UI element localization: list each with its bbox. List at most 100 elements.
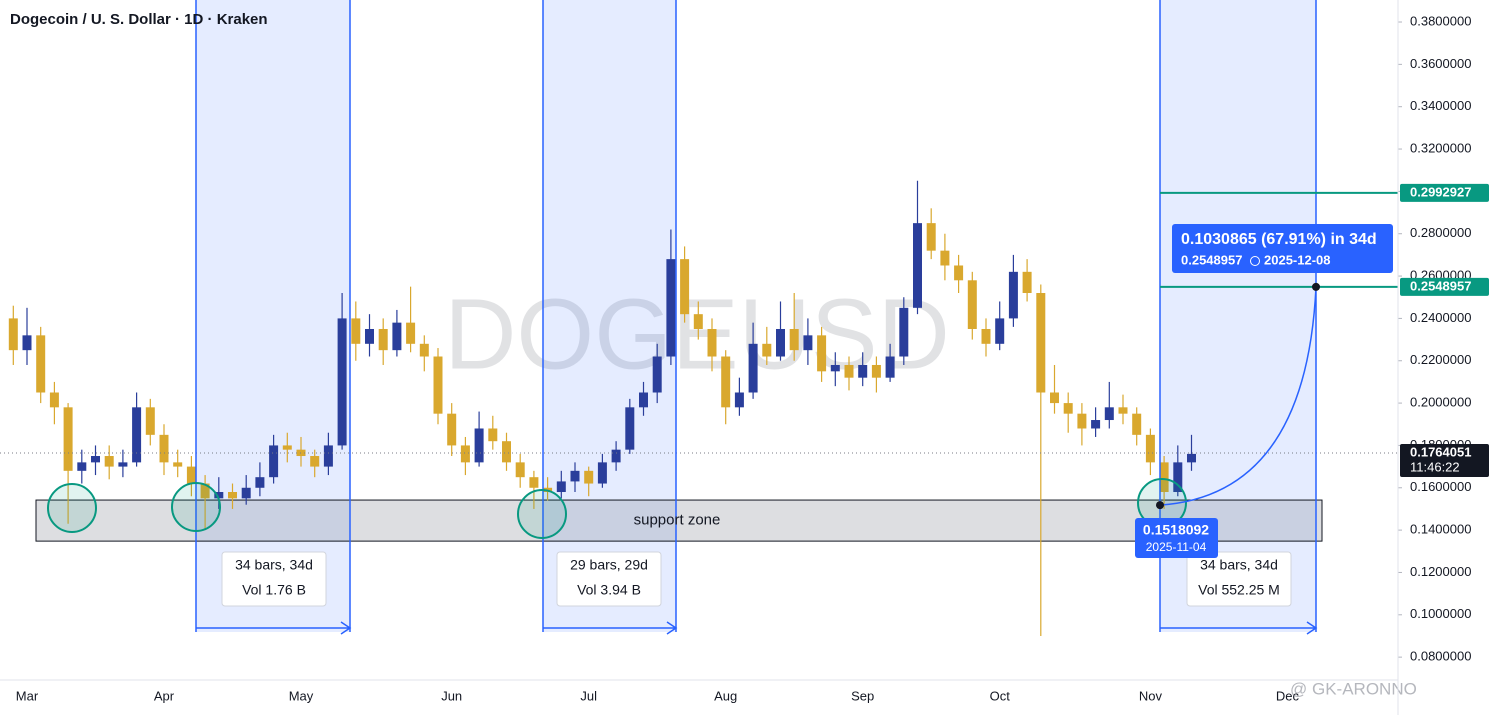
y-tick-label: 0.3200000	[1410, 140, 1471, 155]
candle-body	[269, 445, 279, 478]
candle-body	[8, 318, 18, 351]
projection-target-date: 2025-12-08	[1264, 252, 1331, 267]
price-tag-label: 0.2548957	[1410, 278, 1471, 293]
candle-body	[1187, 453, 1196, 463]
y-tick-label: 0.3800000	[1410, 13, 1471, 28]
chart-title: Dogecoin / U. S. Dollar · 1D · Kraken	[10, 11, 268, 28]
candle-body	[597, 462, 607, 484]
candle-body	[419, 343, 429, 357]
date-range-bars: 29 bars, 29d	[570, 557, 648, 573]
date-range-volume: Vol 1.76 B	[242, 582, 306, 598]
candle-body	[693, 314, 703, 329]
candle-body	[830, 364, 840, 372]
candle-body	[940, 250, 950, 266]
candle-body	[406, 322, 416, 344]
date-range-arrow	[543, 621, 678, 635]
candle-body	[63, 407, 73, 471]
x-tick-label: Apr	[154, 688, 175, 703]
candle-body	[447, 413, 457, 446]
last-price-tag	[1400, 444, 1489, 478]
candle-body	[145, 407, 155, 435]
candle-body	[1159, 462, 1169, 493]
x-tick-label: Aug	[714, 688, 737, 703]
candle-body	[337, 318, 347, 446]
candle-body	[734, 392, 744, 408]
projection-target: 0.2548957	[1181, 252, 1242, 267]
candle-body	[474, 428, 484, 463]
candle-body	[488, 428, 498, 442]
candle-body	[132, 407, 142, 463]
candle-body	[1022, 271, 1032, 294]
date-range-arrow	[196, 621, 352, 635]
price-tag-label: 0.2992927	[1410, 184, 1471, 199]
candle-body	[858, 364, 868, 378]
candle-body	[282, 445, 292, 450]
candle-body	[899, 307, 909, 357]
x-tick-label: Jul	[580, 688, 597, 703]
projection-headline: 0.1030865 (67.91%) in 34d	[1181, 231, 1377, 248]
candle-body	[748, 343, 758, 393]
projection-start-date: 2025-11-04	[1146, 540, 1207, 554]
touch-highlight	[47, 483, 97, 533]
candle-body	[1050, 392, 1059, 404]
projection-curve	[1159, 286, 1317, 506]
projection-start-label: 0.1518092	[1143, 522, 1209, 538]
x-tick-label: Sep	[851, 688, 874, 703]
y-tick-label: 0.1600000	[1410, 479, 1471, 494]
candle-body	[885, 356, 895, 378]
candle-body	[995, 318, 1005, 344]
candle-body	[529, 477, 539, 488]
candle-body	[460, 445, 470, 463]
candle-body	[871, 364, 881, 378]
candle-body	[200, 483, 210, 499]
candle-body	[22, 335, 32, 351]
candle-body	[584, 470, 594, 484]
touch-highlight	[517, 489, 567, 539]
candle-body	[159, 434, 169, 463]
date-range-label-box	[1186, 551, 1292, 607]
candle-body	[173, 462, 183, 467]
candle-body	[186, 466, 196, 484]
y-tick-label: 0.1400000	[1410, 522, 1471, 537]
date-range-volume: Vol 552.25 M	[1198, 582, 1280, 598]
date-range	[196, 0, 350, 632]
candle-body	[981, 328, 991, 344]
projection-start-box	[1135, 518, 1218, 558]
candle-body	[1104, 407, 1114, 421]
candle-body	[762, 343, 772, 357]
candle-body	[310, 456, 320, 467]
candle-body	[803, 335, 813, 351]
candle-body	[1008, 271, 1018, 319]
candle-body	[570, 470, 580, 482]
candle-body	[913, 223, 922, 308]
overlay-layer: 34 bars, 34d Vol 1.76 B 29 bars, 29d Vol 3.…	[47, 0, 1489, 698]
support-zone	[35, 499, 1323, 542]
candle-body	[365, 328, 374, 344]
candle-body	[118, 462, 128, 467]
projection-start	[1156, 501, 1164, 510]
last-price-label: 0.1764051	[1410, 444, 1471, 459]
candle-body	[789, 328, 799, 351]
x-tick-label: Dec	[1276, 688, 1300, 703]
clock-icon	[1250, 256, 1260, 266]
candle-body	[433, 356, 443, 414]
y-tick-label: 0.2000000	[1410, 395, 1471, 410]
date-range-bars: 34 bars, 34d	[1200, 557, 1278, 573]
candle-body	[1118, 407, 1128, 414]
candle-body	[625, 407, 635, 450]
candle-body	[967, 280, 977, 329]
candle-body	[639, 392, 648, 408]
candle-body	[502, 441, 511, 463]
x-tick-label: Jun	[441, 688, 462, 703]
date-range	[543, 0, 676, 632]
y-tick-label: 0.2400000	[1410, 310, 1471, 325]
touch-highlight	[171, 482, 221, 532]
x-tick-label: May	[289, 688, 314, 703]
y-tick-label: 0.1200000	[1410, 564, 1471, 579]
candle-body	[323, 445, 333, 467]
x-tick-label: Nov	[1139, 688, 1163, 703]
candle-body	[680, 259, 690, 315]
candle-body	[351, 318, 361, 344]
candle-body	[1173, 462, 1183, 493]
